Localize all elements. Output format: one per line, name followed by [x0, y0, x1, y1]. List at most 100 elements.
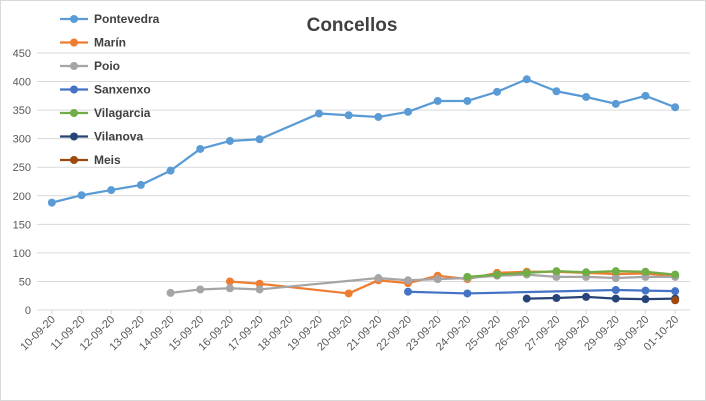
y-tick-label: 250 — [13, 162, 31, 174]
data-point — [433, 96, 442, 105]
data-point — [77, 191, 86, 200]
legend-label: Poio — [94, 59, 120, 73]
data-point — [374, 112, 383, 121]
data-point — [404, 276, 413, 285]
data-point — [107, 186, 116, 195]
legend-label: Pontevedra — [94, 12, 160, 26]
data-point — [641, 286, 650, 295]
legend-item: Sanxenxo — [60, 83, 151, 97]
y-tick-label: 400 — [13, 77, 31, 89]
data-point — [47, 198, 56, 207]
legend-label: Vilagarcia — [94, 106, 151, 120]
data-point — [522, 268, 531, 277]
data-point — [225, 136, 234, 145]
legend-item: Pontevedra — [60, 12, 160, 26]
y-tick-label: 350 — [13, 105, 31, 117]
data-point — [671, 103, 680, 112]
series-vilanova — [522, 292, 680, 304]
gridlines — [37, 52, 690, 311]
data-point — [611, 267, 620, 276]
data-point — [196, 144, 205, 153]
legend-marker — [70, 62, 78, 70]
data-point — [166, 288, 175, 297]
y-tick-label: 0 — [25, 305, 31, 317]
y-axis: 0 50 100 150 200 250 300 350 400 450 — [13, 48, 31, 317]
data-point — [552, 267, 561, 276]
data-point — [671, 270, 680, 279]
data-point — [671, 287, 680, 296]
data-point — [344, 289, 353, 298]
data-point — [522, 75, 531, 84]
legend: Pontevedra Marín Poio Sanxenxo Vilagarcia Vil… — [60, 12, 160, 167]
data-point — [611, 99, 620, 108]
legend-item: Vilagarcia — [60, 106, 151, 120]
data-point — [463, 289, 472, 298]
legend-marker — [70, 109, 78, 117]
legend-label: Meis — [94, 153, 121, 167]
legend-item: Meis — [60, 153, 121, 167]
data-point — [404, 107, 413, 116]
legend-item: Marín — [60, 36, 126, 50]
data-point — [582, 92, 591, 101]
data-point — [374, 274, 383, 283]
y-tick-label: 300 — [13, 134, 31, 146]
y-tick-label: 450 — [13, 48, 31, 60]
data-point — [225, 277, 234, 286]
series-layer — [47, 75, 680, 305]
data-point — [255, 135, 264, 144]
data-point — [641, 295, 650, 304]
data-point — [344, 111, 353, 120]
series-line — [526, 295, 676, 301]
legend-marker — [70, 15, 78, 23]
data-point — [136, 180, 145, 189]
series-line — [467, 270, 676, 278]
series-line — [51, 78, 676, 204]
data-point — [255, 285, 264, 294]
series-pontevedra — [47, 75, 680, 207]
data-point — [433, 275, 442, 284]
legend-label: Vilanova — [94, 130, 143, 144]
data-point — [463, 272, 472, 281]
legend-marker — [70, 156, 78, 164]
legend-label: Marín — [94, 36, 126, 50]
data-point — [166, 166, 175, 175]
legend-marker — [70, 132, 78, 141]
data-point — [671, 296, 680, 305]
data-point — [611, 294, 620, 303]
data-point — [611, 274, 620, 283]
y-tick-label: 200 — [13, 191, 31, 203]
data-point — [404, 287, 413, 296]
data-point — [611, 286, 620, 295]
y-tick-label: 150 — [13, 219, 31, 231]
data-point — [493, 270, 502, 279]
data-point — [196, 285, 205, 294]
legend-marker — [70, 38, 78, 47]
data-point — [552, 87, 561, 96]
legend-label: Sanxenxo — [94, 83, 151, 97]
data-point — [641, 91, 650, 100]
series-sanxenxo — [404, 286, 680, 298]
data-point — [314, 109, 323, 118]
series-line — [407, 288, 676, 295]
data-point — [582, 268, 591, 277]
series-meis — [671, 296, 680, 305]
y-tick-label: 50 — [19, 276, 31, 288]
series-vilagarcia — [463, 267, 680, 281]
data-point — [255, 279, 264, 288]
legend-item: Vilanova — [60, 130, 143, 144]
data-point — [641, 267, 650, 276]
x-axis: 10-09-2011-09-2012-09-2013-09-2014-09-20… — [18, 310, 681, 353]
legend-marker — [70, 85, 78, 94]
data-point — [463, 96, 472, 105]
data-point — [493, 87, 502, 96]
chart-title: Concellos — [307, 15, 398, 36]
y-tick-label: 100 — [13, 248, 31, 260]
data-point — [552, 272, 561, 281]
data-point — [552, 294, 561, 303]
data-point — [582, 292, 591, 301]
data-point — [225, 284, 234, 293]
data-point — [522, 294, 531, 303]
legend-item: Poio — [60, 59, 120, 73]
